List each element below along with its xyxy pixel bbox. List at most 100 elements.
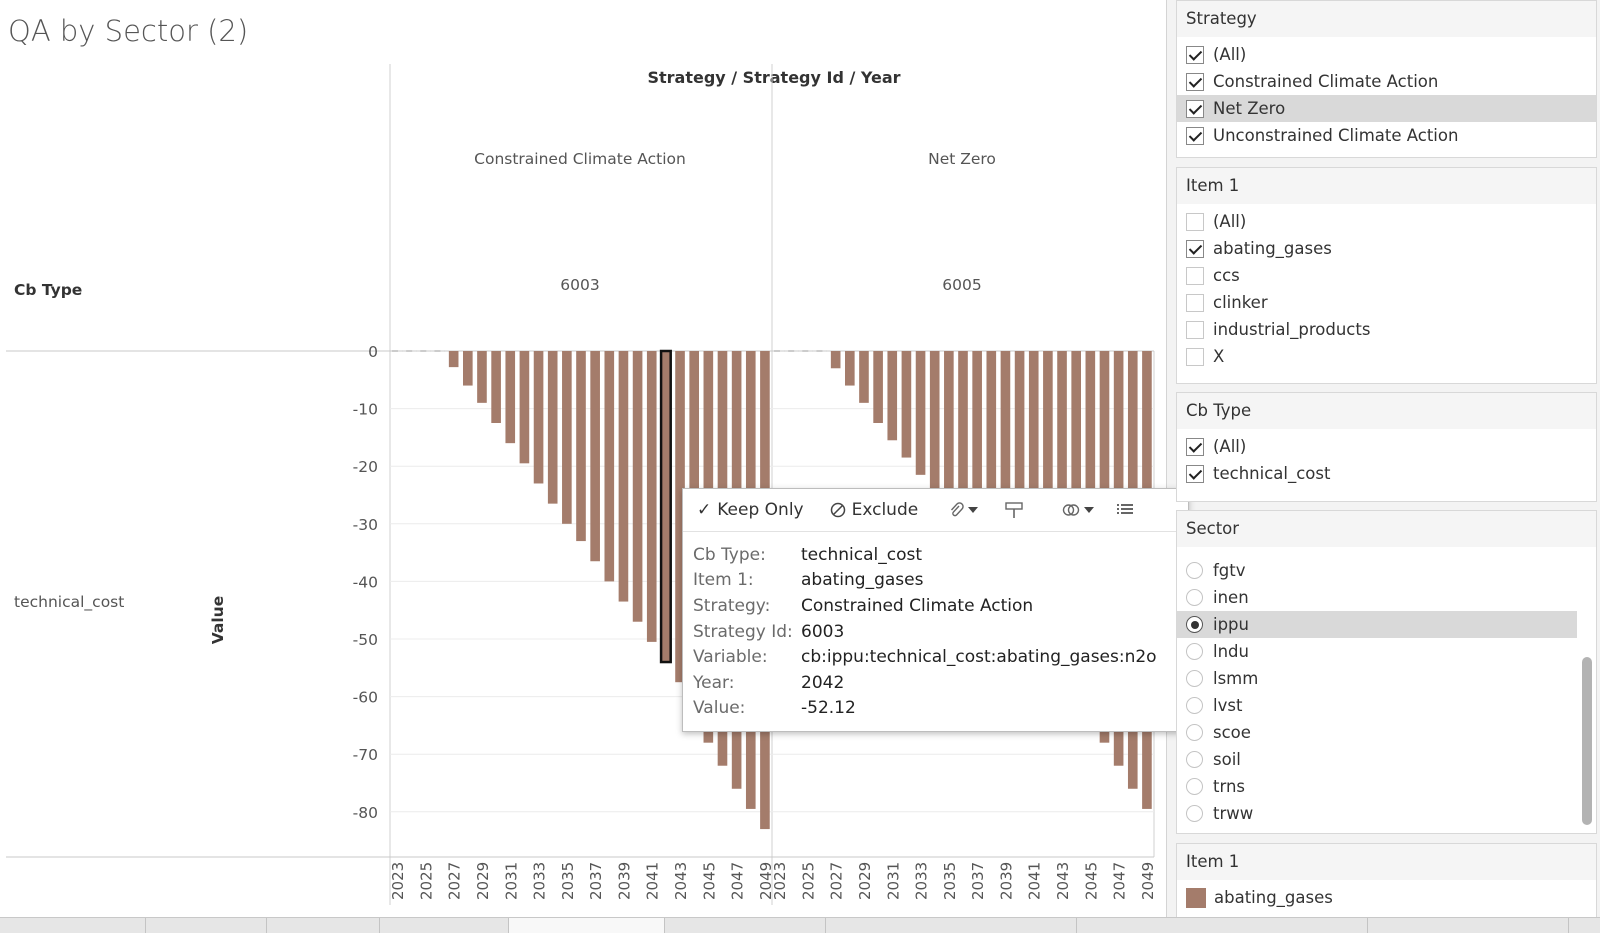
- sheet-tab[interactable]: [665, 918, 826, 933]
- cbtype-filter-item[interactable]: technical_cost: [1177, 460, 1596, 487]
- pane-strategy-label[interactable]: Constrained Climate Action: [474, 150, 686, 168]
- bar[interactable]: [1014, 351, 1025, 622]
- checkbox[interactable]: [1186, 266, 1204, 285]
- radio-button[interactable]: [1186, 751, 1203, 768]
- selected-bar[interactable]: [659, 349, 672, 664]
- strategy-filter-item[interactable]: (All): [1177, 41, 1596, 68]
- checkbox[interactable]: [1186, 320, 1204, 339]
- sector-filter-item[interactable]: inen: [1177, 584, 1577, 611]
- bar-chart[interactable]: 0 -10 -20 -30 -40 -50 -60 -70 -80 2023 2025 2027 202…: [0, 0, 1166, 917]
- bar[interactable]: [887, 351, 898, 441]
- strategy-filter-item[interactable]: Constrained Climate Action: [1177, 68, 1596, 95]
- sector-filter-item[interactable]: lvst: [1177, 692, 1577, 719]
- checkbox[interactable]: [1186, 126, 1204, 145]
- sheet-tab[interactable]: [826, 918, 1077, 933]
- radio-button[interactable]: [1186, 589, 1203, 606]
- checkbox[interactable]: [1186, 99, 1204, 118]
- pane-strategy-id-label[interactable]: 6005: [942, 276, 982, 294]
- bar[interactable]: [901, 351, 912, 458]
- radio-button[interactable]: [1186, 778, 1203, 795]
- view-data-button[interactable]: [1116, 503, 1134, 517]
- item1-filter-item[interactable]: (All): [1177, 208, 1596, 235]
- bar[interactable]: [915, 351, 926, 475]
- bar[interactable]: [618, 351, 629, 602]
- exclude-button[interactable]: Exclude: [830, 500, 918, 520]
- checkbox[interactable]: [1186, 212, 1204, 231]
- sector-filter-item[interactable]: ippu: [1177, 611, 1577, 638]
- bar[interactable]: [547, 351, 558, 504]
- radio-button[interactable]: [1186, 643, 1203, 660]
- sector-filter-item[interactable]: scoe: [1177, 719, 1577, 746]
- sheet-tab[interactable]: [146, 918, 267, 933]
- bar[interactable]: [830, 351, 841, 369]
- sector-filter-item[interactable]: lndu: [1177, 638, 1577, 665]
- sector-filter-item[interactable]: fgtv: [1177, 557, 1577, 584]
- item1-filter-item[interactable]: industrial_products: [1177, 316, 1596, 343]
- bar[interactable]: [590, 351, 600, 562]
- sheet-tab[interactable]: [1368, 918, 1569, 933]
- bar[interactable]: [944, 351, 954, 524]
- sheet-tab[interactable]: [1077, 918, 1368, 933]
- bar[interactable]: [845, 351, 855, 386]
- bar[interactable]: [533, 351, 544, 484]
- row-label[interactable]: technical_cost: [14, 593, 125, 611]
- sheet-tab[interactable]: [267, 918, 380, 933]
- pane-strategy-label[interactable]: Net Zero: [928, 150, 996, 168]
- bar[interactable]: [604, 351, 615, 582]
- item1-filter-item[interactable]: abating_gases: [1177, 235, 1596, 262]
- bar[interactable]: [477, 351, 487, 403]
- legend-item[interactable]: abating_gases: [1177, 884, 1596, 911]
- bar[interactable]: [505, 351, 516, 444]
- bar[interactable]: [675, 351, 685, 683]
- checkbox[interactable]: [1186, 239, 1204, 258]
- sector-filter-item[interactable]: lsmm: [1177, 665, 1577, 692]
- bar[interactable]: [463, 351, 473, 386]
- tooltip-field-key: Strategy Id:: [693, 621, 793, 642]
- bar[interactable]: [873, 351, 883, 423]
- checkbox[interactable]: [1186, 464, 1204, 483]
- item1-filter-item[interactable]: X: [1177, 343, 1596, 370]
- bar[interactable]: [632, 351, 643, 622]
- checkbox[interactable]: [1186, 347, 1204, 366]
- radio-button[interactable]: [1186, 562, 1203, 579]
- bar[interactable]: [562, 351, 572, 524]
- radio-button[interactable]: [1186, 724, 1203, 741]
- scrollbar-thumb[interactable]: [1582, 657, 1592, 825]
- checkbox[interactable]: [1186, 45, 1204, 64]
- radio-button[interactable]: [1186, 697, 1203, 714]
- checkbox[interactable]: [1186, 72, 1204, 91]
- keep-only-button[interactable]: ✓ Keep Only: [697, 500, 804, 520]
- create-set-button[interactable]: [1062, 502, 1095, 518]
- bar[interactable]: [958, 351, 968, 542]
- item1-filter-item[interactable]: ccs: [1177, 262, 1596, 289]
- sheet-tab-active[interactable]: [509, 918, 665, 933]
- bar[interactable]: [972, 351, 982, 559]
- checkbox[interactable]: [1186, 293, 1204, 312]
- sheet-tab[interactable]: [0, 918, 146, 933]
- radio-button[interactable]: [1186, 805, 1203, 822]
- pane-strategy-id-label[interactable]: 6003: [560, 276, 600, 294]
- bar[interactable]: [986, 351, 997, 582]
- highlight-button[interactable]: [1004, 500, 1024, 520]
- strategy-filter-item[interactable]: Net Zero: [1177, 95, 1596, 122]
- radio-button[interactable]: [1186, 670, 1203, 687]
- group-members-button[interactable]: [948, 501, 979, 519]
- bar[interactable]: [519, 351, 530, 464]
- sector-scrollbar[interactable]: [1582, 557, 1592, 837]
- strategy-filter-item[interactable]: Unconstrained Climate Action: [1177, 122, 1596, 149]
- sector-filter-item[interactable]: trns: [1177, 773, 1577, 800]
- bar[interactable]: [1000, 351, 1011, 599]
- bar[interactable]: [859, 351, 869, 403]
- bar[interactable]: [491, 351, 501, 423]
- sector-filter-item[interactable]: trww: [1177, 800, 1577, 827]
- item1-filter-item[interactable]: clinker: [1177, 289, 1596, 316]
- checkbox[interactable]: [1186, 437, 1204, 456]
- radio-button[interactable]: [1186, 616, 1203, 633]
- bar[interactable]: [929, 351, 940, 501]
- sheet-tab[interactable]: [380, 918, 509, 933]
- bar[interactable]: [576, 351, 586, 542]
- bar[interactable]: [448, 351, 459, 368]
- cbtype-filter-item[interactable]: (All): [1177, 433, 1596, 460]
- sector-filter-item[interactable]: soil: [1177, 746, 1577, 773]
- bar[interactable]: [646, 351, 657, 642]
